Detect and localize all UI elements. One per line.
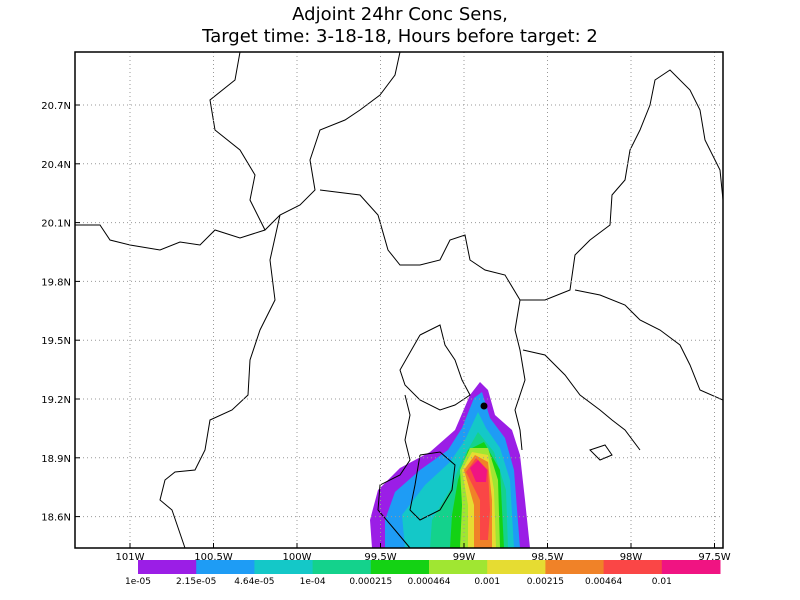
colorbar-swatch [196,560,255,574]
x-tick-label: 100.5W [194,552,233,563]
plot-area [75,52,723,548]
y-tick-label: 19.2N [41,395,71,406]
colorbar-label: 1e-04 [300,577,326,587]
title-line: Adjoint 24hr Conc Sens, [292,4,508,25]
colorbar-swatch [429,560,488,574]
colorbar-swatch [661,560,721,574]
x-tick-label: 98.5W [531,552,563,563]
political-borders [75,52,723,548]
y-tick-label: 19.5N [41,336,71,347]
colorbar-label: 0.00215 [527,577,564,587]
y-tick-label: 19.8N [41,277,71,288]
colorbar-label: 0.000464 [408,577,451,587]
colorbar-label: 0.001 [474,577,500,587]
x-tick-label: 97.5W [698,552,730,563]
y-tick-label: 20.4N [41,160,71,171]
sensitivity-contours [370,382,530,548]
colorbar-swatch [138,560,197,574]
y-tick-label: 20.7N [41,101,71,112]
colorbar-swatch [370,560,430,574]
x-tick-label: 98W [620,552,643,563]
colorbar-label: 4.64e-05 [234,577,274,587]
colorbar-label: 1e-05 [125,577,151,587]
map-frame [74,51,724,549]
target-marker [480,402,488,410]
colorbar-label: 0.01 [652,577,672,587]
y-tick-label: 18.9N [41,454,71,465]
y-tick-label: 20.1N [41,219,71,230]
x-tick-label: 99W [453,552,476,563]
y-tick-label: 18.6N [41,513,71,524]
x-tick-label: 100W [283,552,312,563]
colorbar-label: 0.00464 [585,577,622,587]
colorbar-swatch [487,560,546,574]
colorbar-swatch [312,560,372,574]
x-tick-label: 101W [116,552,145,563]
colorbar-swatch [254,560,314,574]
colorbar-label: 2.15e-05 [176,577,216,587]
title-line: Target time: 3-18-18, Hours before targe… [201,26,598,47]
colorbar-label: 0.000215 [349,577,392,587]
x-tick-label: 99.5W [364,552,396,563]
colorbar-swatch [603,560,663,574]
colorbar-swatch [545,560,605,574]
